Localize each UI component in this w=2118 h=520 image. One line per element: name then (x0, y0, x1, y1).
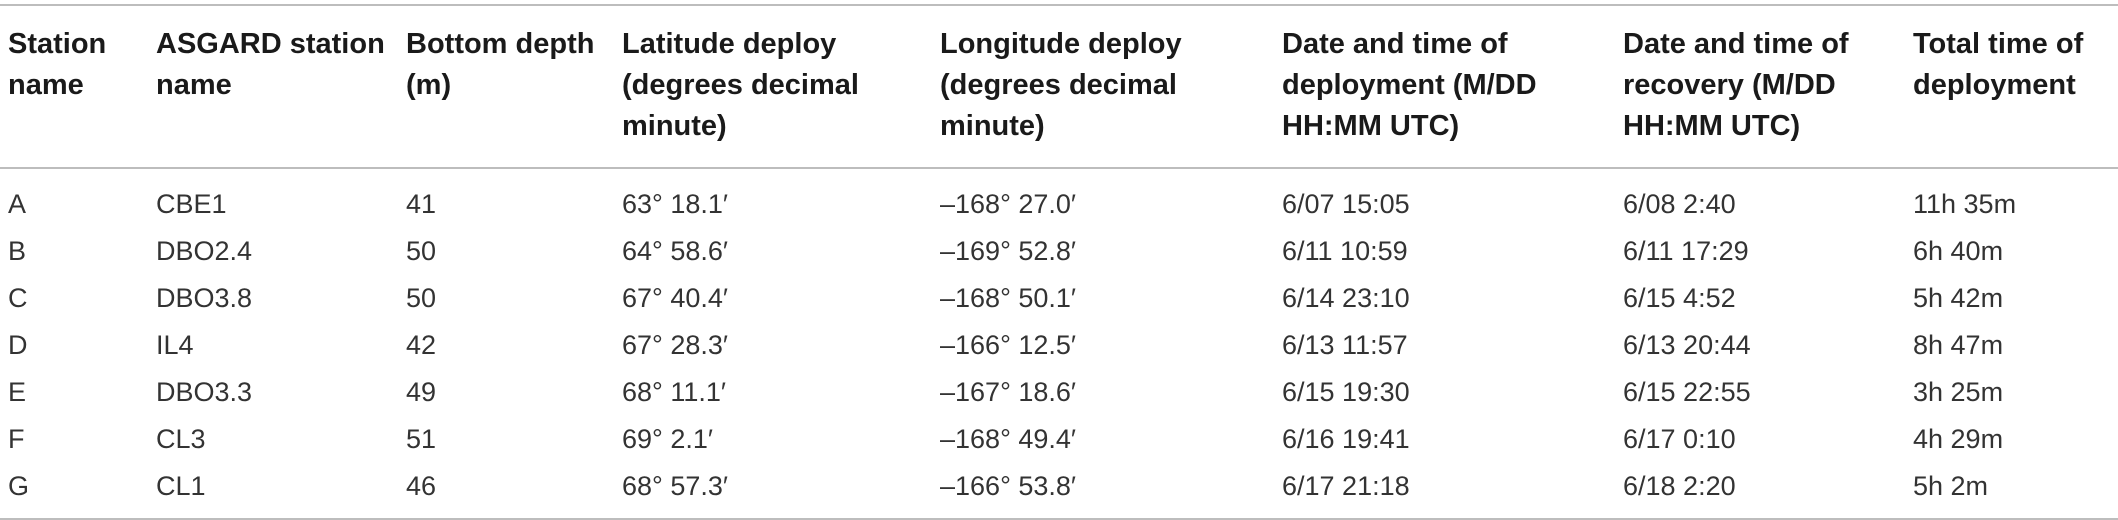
header-total-time: Total time of deployment (1913, 28, 2084, 101)
header-latitude-deploy: Latitude deploy (degrees decimal minute) (622, 28, 859, 142)
cell-longitude: –168° 27.0′ (940, 189, 1076, 219)
cell-recovery-datetime: 6/15 22:55 (1623, 377, 1751, 407)
table-row: D IL4 42 67° 28.3′ –166° 12.5′ 6/13 11:5… (0, 322, 2118, 369)
cell-latitude: 64° 58.6′ (622, 236, 728, 266)
cell-bottom-depth: 42 (406, 330, 437, 360)
cell-bottom-depth: 50 (406, 283, 437, 313)
cell-bottom-depth: 46 (406, 471, 437, 501)
cell-deployment-datetime: 6/11 10:59 (1282, 236, 1408, 266)
cell-latitude: 68° 57.3′ (622, 471, 728, 501)
table-row: G CL1 46 68° 57.3′ –166° 53.8′ 6/17 21:1… (0, 463, 2118, 519)
cell-asgard-station-name: CL3 (156, 424, 206, 454)
header-station-name: Station name (8, 28, 107, 101)
station-deployment-table: Station name ASGARD station name Bottom … (0, 4, 2118, 520)
table-row: F CL3 51 69° 2.1′ –168° 49.4′ 6/16 19:41… (0, 416, 2118, 463)
cell-total-time: 5h 42m (1913, 283, 2004, 313)
cell-longitude: –168° 49.4′ (940, 424, 1076, 454)
cell-latitude: 67° 40.4′ (622, 283, 728, 313)
cell-station-name: C (8, 283, 28, 313)
cell-latitude: 69° 2.1′ (622, 424, 713, 454)
header-asgard-station-name: ASGARD station name (156, 28, 385, 101)
header-row: Station name ASGARD station name Bottom … (0, 5, 2118, 168)
cell-deployment-datetime: 6/14 23:10 (1282, 283, 1410, 313)
cell-bottom-depth: 49 (406, 377, 437, 407)
cell-bottom-depth: 50 (406, 236, 437, 266)
table-row: E DBO3.3 49 68° 11.1′ –167° 18.6′ 6/15 1… (0, 369, 2118, 416)
cell-recovery-datetime: 6/17 0:10 (1623, 424, 1736, 454)
cell-latitude: 67° 28.3′ (622, 330, 728, 360)
cell-latitude: 63° 18.1′ (622, 189, 728, 219)
cell-total-time: 4h 29m (1913, 424, 2004, 454)
table-body: A CBE1 41 63° 18.1′ –168° 27.0′ 6/07 15:… (0, 168, 2118, 519)
header-deployment-datetime: Date and time of deployment (M/DD HH:MM … (1282, 28, 1537, 142)
cell-bottom-depth: 51 (406, 424, 437, 454)
cell-total-time: 5h 2m (1913, 471, 1989, 501)
cell-asgard-station-name: DBO3.3 (156, 377, 253, 407)
cell-asgard-station-name: CL1 (156, 471, 206, 501)
table-row: C DBO3.8 50 67° 40.4′ –168° 50.1′ 6/14 2… (0, 275, 2118, 322)
cell-asgard-station-name: CBE1 (156, 189, 227, 219)
cell-recovery-datetime: 6/13 20:44 (1623, 330, 1751, 360)
cell-deployment-datetime: 6/13 11:57 (1282, 330, 1408, 360)
cell-longitude: –166° 12.5′ (940, 330, 1076, 360)
cell-latitude: 68° 11.1′ (622, 377, 726, 407)
cell-deployment-datetime: 6/15 19:30 (1282, 377, 1410, 407)
header-bottom-depth: Bottom depth (m) (406, 28, 595, 101)
cell-longitude: –169° 52.8′ (940, 236, 1076, 266)
cell-asgard-station-name: IL4 (156, 330, 194, 360)
header-longitude-deploy: Longitude deploy (degrees decimal minute… (940, 28, 1182, 142)
cell-station-name: D (8, 330, 28, 360)
cell-longitude: –166° 53.8′ (940, 471, 1076, 501)
cell-longitude: –167° 18.6′ (940, 377, 1076, 407)
cell-station-name: A (8, 189, 27, 219)
cell-longitude: –168° 50.1′ (940, 283, 1076, 313)
cell-total-time: 3h 25m (1913, 377, 2004, 407)
header-recovery-datetime: Date and time of recovery (M/DD HH:MM UT… (1623, 28, 1849, 142)
cell-asgard-station-name: DBO3.8 (156, 283, 253, 313)
table-row: B DBO2.4 50 64° 58.6′ –169° 52.8′ 6/11 1… (0, 228, 2118, 275)
cell-total-time: 8h 47m (1913, 330, 2004, 360)
cell-recovery-datetime: 6/08 2:40 (1623, 189, 1736, 219)
cell-bottom-depth: 41 (406, 189, 437, 219)
cell-deployment-datetime: 6/16 19:41 (1282, 424, 1410, 454)
cell-total-time: 6h 40m (1913, 236, 2004, 266)
cell-total-time: 11h 35m (1913, 189, 2017, 219)
table-row: A CBE1 41 63° 18.1′ –168° 27.0′ 6/07 15:… (0, 168, 2118, 228)
cell-station-name: G (8, 471, 30, 501)
cell-station-name: E (8, 377, 27, 407)
cell-recovery-datetime: 6/18 2:20 (1623, 471, 1736, 501)
cell-station-name: B (8, 236, 27, 266)
cell-station-name: F (8, 424, 25, 454)
table-header: Station name ASGARD station name Bottom … (0, 5, 2118, 168)
cell-recovery-datetime: 6/15 4:52 (1623, 283, 1736, 313)
cell-asgard-station-name: DBO2.4 (156, 236, 253, 266)
cell-deployment-datetime: 6/17 21:18 (1282, 471, 1410, 501)
cell-recovery-datetime: 6/11 17:29 (1623, 236, 1749, 266)
cell-deployment-datetime: 6/07 15:05 (1282, 189, 1410, 219)
